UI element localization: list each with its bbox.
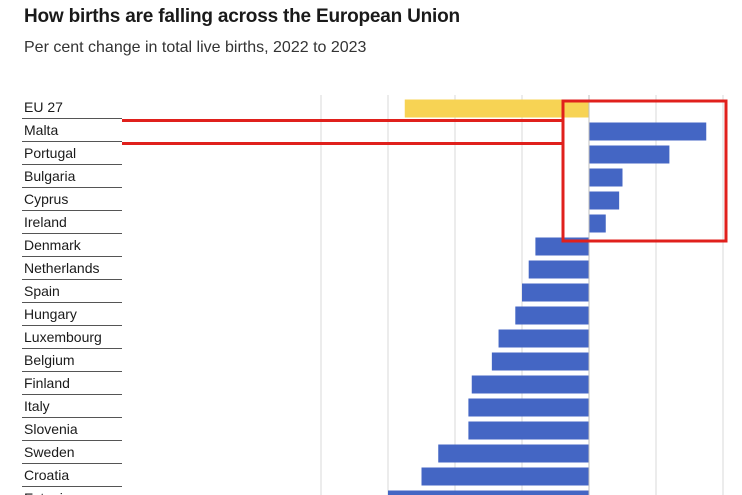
chart-title: How births are falling across the Europe… <box>24 6 460 27</box>
bar <box>522 283 589 302</box>
bar <box>515 306 589 325</box>
bar <box>589 168 623 187</box>
category-label: Belgium <box>24 352 75 368</box>
bar <box>468 421 589 440</box>
category-label: Cyprus <box>24 191 68 207</box>
bar <box>589 122 707 141</box>
bar <box>438 444 589 463</box>
category-label: Luxembourg <box>24 329 102 345</box>
category-label: Portugal <box>24 145 76 161</box>
category-label: Spain <box>24 283 60 299</box>
category-label: Ireland <box>24 214 67 230</box>
bar <box>498 329 589 348</box>
category-label: Netherlands <box>24 260 100 276</box>
category-label: EU 27 <box>24 99 63 115</box>
bar <box>388 490 589 495</box>
bar <box>491 352 589 371</box>
category-label: Croatia <box>24 467 69 483</box>
category-label: Sweden <box>24 444 75 460</box>
bar <box>528 260 589 279</box>
bar <box>589 145 670 164</box>
bar <box>421 467 589 486</box>
bar <box>468 398 589 417</box>
category-label: Malta <box>24 122 58 138</box>
category-label: Denmark <box>24 237 82 253</box>
bar <box>471 375 589 394</box>
bar <box>589 191 620 210</box>
category-label: Bulgaria <box>24 168 76 184</box>
bar <box>589 214 606 233</box>
category-label: Finland <box>24 375 70 391</box>
category-label: Hungary <box>24 306 77 322</box>
bar <box>404 99 589 118</box>
annotation-box <box>561 99 728 243</box>
category-label: Slovenia <box>24 421 78 437</box>
category-label: Italy <box>24 398 50 414</box>
chart-subtitle: Per cent change in total live births, 20… <box>24 39 367 56</box>
category-label: Estonia <box>24 490 71 495</box>
